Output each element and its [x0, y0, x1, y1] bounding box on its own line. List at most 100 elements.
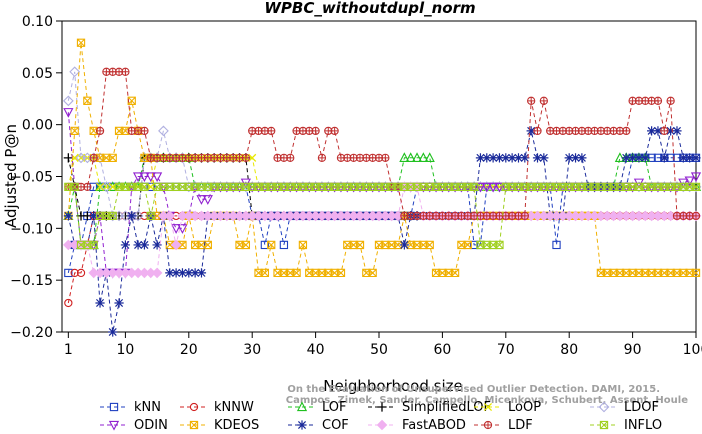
x-axis-title: Neighborhood size [323, 377, 462, 395]
data-point-cof [666, 126, 676, 136]
data-point-cof [640, 153, 650, 163]
data-point-knnw [76, 268, 86, 278]
x-tick-label: 40 [307, 342, 325, 358]
data-point-inflo [89, 240, 98, 250]
data-point-ldf [96, 127, 104, 135]
chart-title: WPBC_withoutdupl_norm [264, 0, 475, 17]
series-knnw [64, 211, 701, 308]
data-point-knn [279, 240, 289, 250]
data-point-ldf [520, 211, 529, 221]
data-point-fastabod [151, 267, 163, 279]
data-point-kdeos [298, 240, 308, 250]
data-point-odin [171, 224, 182, 234]
data-point-cof [691, 153, 701, 163]
data-point-kdeos [267, 240, 276, 250]
x-tick-label: 100 [683, 342, 702, 358]
data-point-inflo [691, 182, 701, 192]
series-inflo [64, 182, 701, 250]
data-point-cof [570, 153, 581, 163]
data-point-cof [184, 268, 194, 278]
data-point-kdeos [336, 268, 346, 278]
legend-item-simplifiedlof: SimplifiedLOF [368, 400, 491, 415]
series-line-lof [67, 157, 696, 246]
legend-item-knn: kNN [100, 400, 161, 415]
data-point-inflo [469, 182, 479, 192]
legend-item-odin: ODIN [100, 418, 168, 433]
legend-label: kNNW [214, 400, 254, 415]
y-tick-label: −0.20 [10, 325, 53, 341]
data-point-cof [133, 240, 143, 250]
data-point-cof [621, 153, 631, 163]
data-point-ldf [83, 182, 92, 192]
data-point-fastabod [164, 210, 176, 222]
series-ldf [64, 67, 701, 221]
data-point-cof [399, 240, 409, 250]
data-point-ldf [121, 68, 129, 76]
data-point-cof [659, 153, 669, 163]
data-point-kdeos [121, 126, 130, 136]
data-point-simplifiedlof [63, 153, 73, 163]
data-point-kdeos [691, 268, 701, 278]
x-axis: 1 10 20 30 40 50 60 70 80 90 100 [64, 332, 702, 358]
legend: kNN kNNW LOF SimplifiedLOF LoOP LDOF ODIN KDEOS… [100, 400, 662, 433]
legend-item-ldof: LDOF [590, 400, 659, 415]
data-point-cof [507, 153, 517, 163]
data-point-cof [520, 153, 530, 163]
data-point-cof [196, 268, 207, 278]
data-point-kdeos [368, 268, 377, 278]
data-point-ldf [622, 127, 630, 135]
series-line-ldof [67, 71, 696, 217]
data-point-lof [405, 152, 416, 162]
data-point-kdeos [450, 268, 460, 278]
data-point-odin [684, 176, 695, 187]
y-axis-title: Adjusted P@n [2, 124, 20, 228]
x-tick-label: 90 [624, 342, 642, 358]
data-point-ldf [286, 154, 294, 162]
data-point-inflo [70, 182, 79, 192]
legend-label: ODIN [134, 418, 168, 433]
data-point-cof [190, 268, 200, 278]
data-point-ldof [62, 95, 74, 107]
series-layer [62, 38, 702, 337]
data-point-ldf [241, 153, 251, 162]
data-point-ldf [660, 126, 669, 136]
legend-marker [483, 402, 493, 412]
data-point-lof [424, 152, 435, 162]
data-point-ldof [101, 181, 112, 193]
legend-marker [297, 420, 307, 430]
series-lof [63, 152, 702, 250]
data-point-ldf [311, 126, 320, 136]
data-point-knnw [64, 298, 73, 308]
series-line-fastabod [68, 186, 696, 274]
legend-label: COF [322, 418, 349, 433]
data-point-ldf [286, 153, 295, 162]
legend-label: SimplifiedLOF [402, 400, 491, 415]
data-point-ldf [318, 154, 326, 162]
data-point-cof [577, 153, 587, 163]
data-point-cof [513, 153, 524, 163]
data-point-ldf [267, 127, 275, 135]
data-point-knn [64, 268, 73, 278]
legend-item-ldf: LDF [474, 418, 533, 433]
data-point-ldf [666, 96, 675, 105]
x-tick-label: 10 [116, 342, 134, 358]
data-point-cof [532, 153, 543, 163]
data-point-lof [399, 152, 410, 162]
data-point-odin [63, 108, 74, 118]
data-point-cof [89, 211, 99, 221]
y-tick-label: 0.00 [22, 118, 53, 134]
data-point-fastabod [170, 239, 182, 251]
data-point-loop [95, 182, 105, 191]
data-point-ldf [381, 154, 389, 162]
data-point-ldf [653, 96, 663, 105]
data-point-knn [260, 240, 270, 250]
series-fastabod [63, 181, 702, 279]
data-point-cof [165, 268, 175, 278]
data-point-ldf [667, 97, 675, 105]
data-point-ldf [140, 126, 149, 136]
data-point-kdeos [76, 38, 86, 47]
data-point-cof [177, 268, 188, 278]
legend-item-fastabod: FastABOD [368, 418, 466, 433]
data-point-cof [539, 153, 549, 163]
y-tick-label: 0.05 [22, 66, 53, 82]
